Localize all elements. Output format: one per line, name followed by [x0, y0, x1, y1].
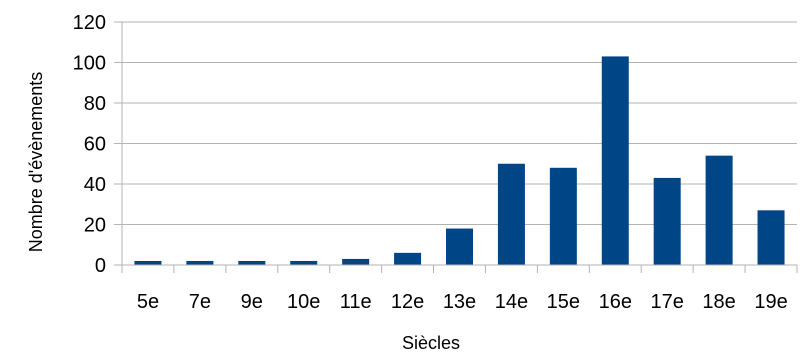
- bar: [238, 260, 266, 265]
- bar: [497, 163, 525, 265]
- grid-lines: [122, 21, 797, 225]
- x-tick-label: 16e: [599, 291, 632, 313]
- bar: [134, 260, 162, 265]
- x-tick-label: 17e: [651, 291, 684, 313]
- y-tick-label: 20: [84, 215, 106, 237]
- y-tick-label: 120: [73, 12, 106, 34]
- bar: [653, 177, 681, 265]
- x-tick-label: 14e: [495, 291, 528, 313]
- y-axis-ticks: 0 20 40 60 80 100 120: [73, 12, 123, 277]
- x-axis-title: Siècles: [402, 333, 460, 353]
- bar: [549, 167, 577, 265]
- x-tick-label: 12e: [391, 291, 424, 313]
- y-tick-label: 0: [95, 255, 106, 277]
- y-axis-title: Nombre d'évènements: [26, 72, 46, 253]
- y-tick-label: 100: [73, 53, 106, 75]
- bars: [134, 56, 785, 265]
- x-tick-label: 11e: [340, 291, 372, 313]
- bar: [186, 260, 214, 265]
- x-tick-label: 13e: [443, 291, 476, 313]
- y-tick-label: 60: [84, 134, 106, 156]
- x-tick-label: 15e: [547, 291, 580, 313]
- bar: [290, 260, 318, 265]
- x-tick-label: 9e: [241, 291, 263, 313]
- x-axis: [121, 264, 798, 273]
- x-tick-label: 7e: [189, 291, 211, 313]
- bar: [446, 228, 473, 265]
- y-tick-label: 40: [84, 174, 106, 196]
- x-tick-label: 5e: [137, 291, 159, 313]
- bar: [705, 155, 733, 265]
- bar: [342, 258, 370, 265]
- bar: [601, 56, 629, 265]
- x-axis-ticks: 5e 7e 9e 10e 11e 12e 13e 14e 15e 16e 17e 18e 19e: [137, 291, 788, 313]
- bar: [394, 252, 422, 265]
- y-tick-label: 80: [84, 93, 106, 115]
- x-tick-label: 10e: [287, 291, 320, 313]
- x-tick-label: 18e: [702, 291, 735, 313]
- x-tick-label: 19e: [754, 291, 787, 313]
- bar: [757, 210, 785, 265]
